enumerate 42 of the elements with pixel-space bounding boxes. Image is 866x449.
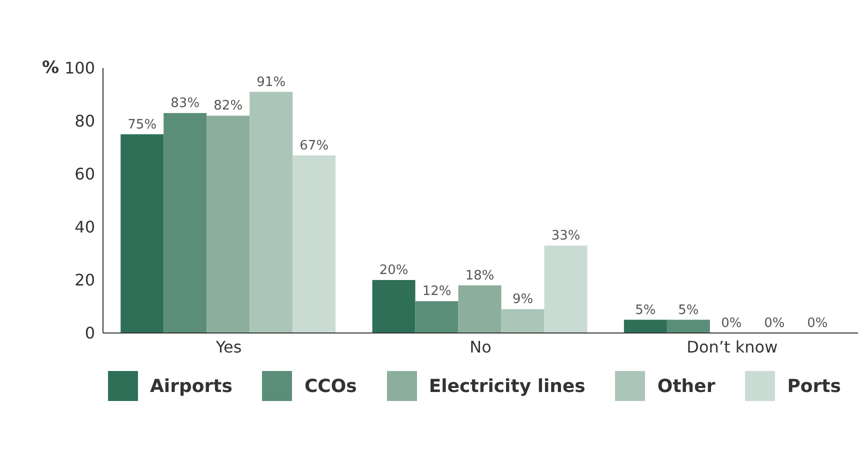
legend-label: Other bbox=[657, 376, 716, 396]
bar bbox=[624, 320, 667, 333]
text: 0% bbox=[721, 316, 742, 331]
text: 0% bbox=[764, 316, 785, 331]
bar bbox=[206, 116, 250, 333]
bar bbox=[372, 280, 416, 333]
y-tick-label: 100 bbox=[64, 58, 95, 78]
y-axis-title: % bbox=[42, 58, 60, 78]
bar bbox=[544, 246, 588, 333]
bar bbox=[458, 285, 502, 333]
bar bbox=[501, 309, 544, 333]
y-tick-label: 20 bbox=[74, 270, 95, 290]
text: 5% bbox=[635, 302, 656, 318]
text: 9% bbox=[512, 292, 534, 308]
legend-label: Ports bbox=[787, 376, 841, 396]
bar bbox=[120, 134, 164, 333]
legend-label: Airports bbox=[150, 376, 232, 396]
text: 67% bbox=[300, 138, 329, 154]
text: 33% bbox=[551, 228, 580, 244]
text: 75% bbox=[128, 117, 157, 132]
y-tick-label: 60 bbox=[74, 164, 95, 184]
text: 5% bbox=[678, 302, 699, 318]
text: 18% bbox=[465, 268, 494, 284]
x-tick-label: Yes bbox=[214, 337, 242, 356]
text: 12% bbox=[422, 284, 452, 300]
text: 91% bbox=[256, 74, 286, 90]
legend-label: Electricity lines bbox=[428, 376, 586, 396]
y-tick-label: 40 bbox=[74, 218, 95, 237]
bar bbox=[164, 113, 207, 333]
text: 0% bbox=[807, 316, 828, 331]
text: 82% bbox=[214, 98, 243, 114]
bar bbox=[415, 301, 458, 333]
y-tick-label: 80 bbox=[74, 112, 95, 131]
bar bbox=[666, 320, 710, 333]
y-tick-label: 0 bbox=[84, 324, 95, 343]
text: 83% bbox=[170, 96, 200, 112]
legend-label: CCOs bbox=[304, 376, 357, 396]
bar bbox=[250, 92, 293, 333]
bar bbox=[292, 155, 336, 333]
text: 20% bbox=[379, 263, 408, 278]
x-tick-label: No bbox=[470, 337, 492, 356]
x-tick-label: Don’t know bbox=[686, 337, 778, 356]
